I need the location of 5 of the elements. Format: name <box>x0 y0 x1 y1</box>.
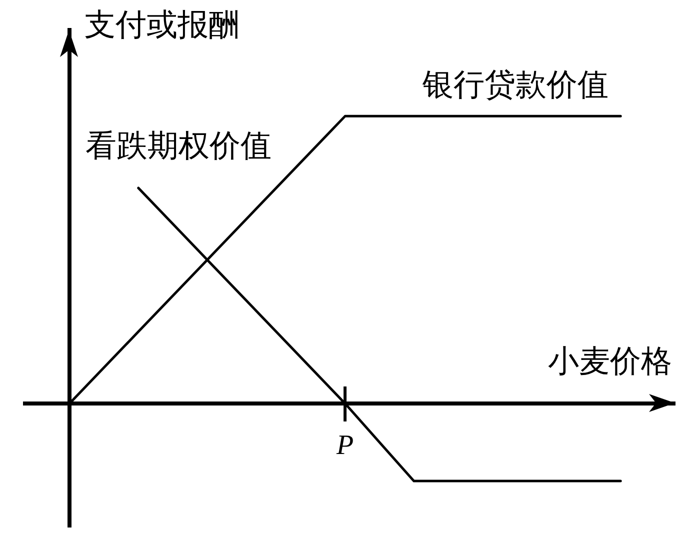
annotation: P <box>335 430 354 461</box>
series-label: 看跌期权价值 <box>85 128 272 164</box>
y-axis-title: 支付或报酬 <box>84 7 240 44</box>
series-label: 银行贷款价值 <box>422 67 609 104</box>
x-axis-title: 小麦价格 <box>548 344 672 380</box>
